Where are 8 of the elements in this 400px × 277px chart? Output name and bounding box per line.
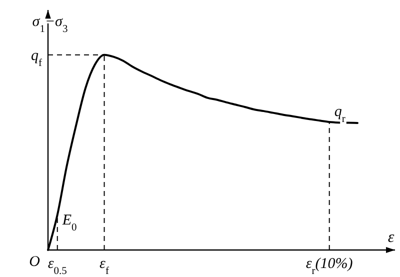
x-tick-label: ε$_{0.5}$	[48, 256, 67, 276]
x-tick-label: ε$_{r}$(10%)	[306, 256, 353, 276]
text: O	[29, 254, 40, 270]
x-tick-label: ε$_{f}$	[100, 256, 110, 276]
ref-line-label: q$_{f}$	[31, 48, 42, 68]
annotation: E$_{0}$	[61, 212, 77, 233]
x-axis-title: ε	[388, 229, 395, 246]
annotation: q$_{r}$	[334, 104, 346, 124]
